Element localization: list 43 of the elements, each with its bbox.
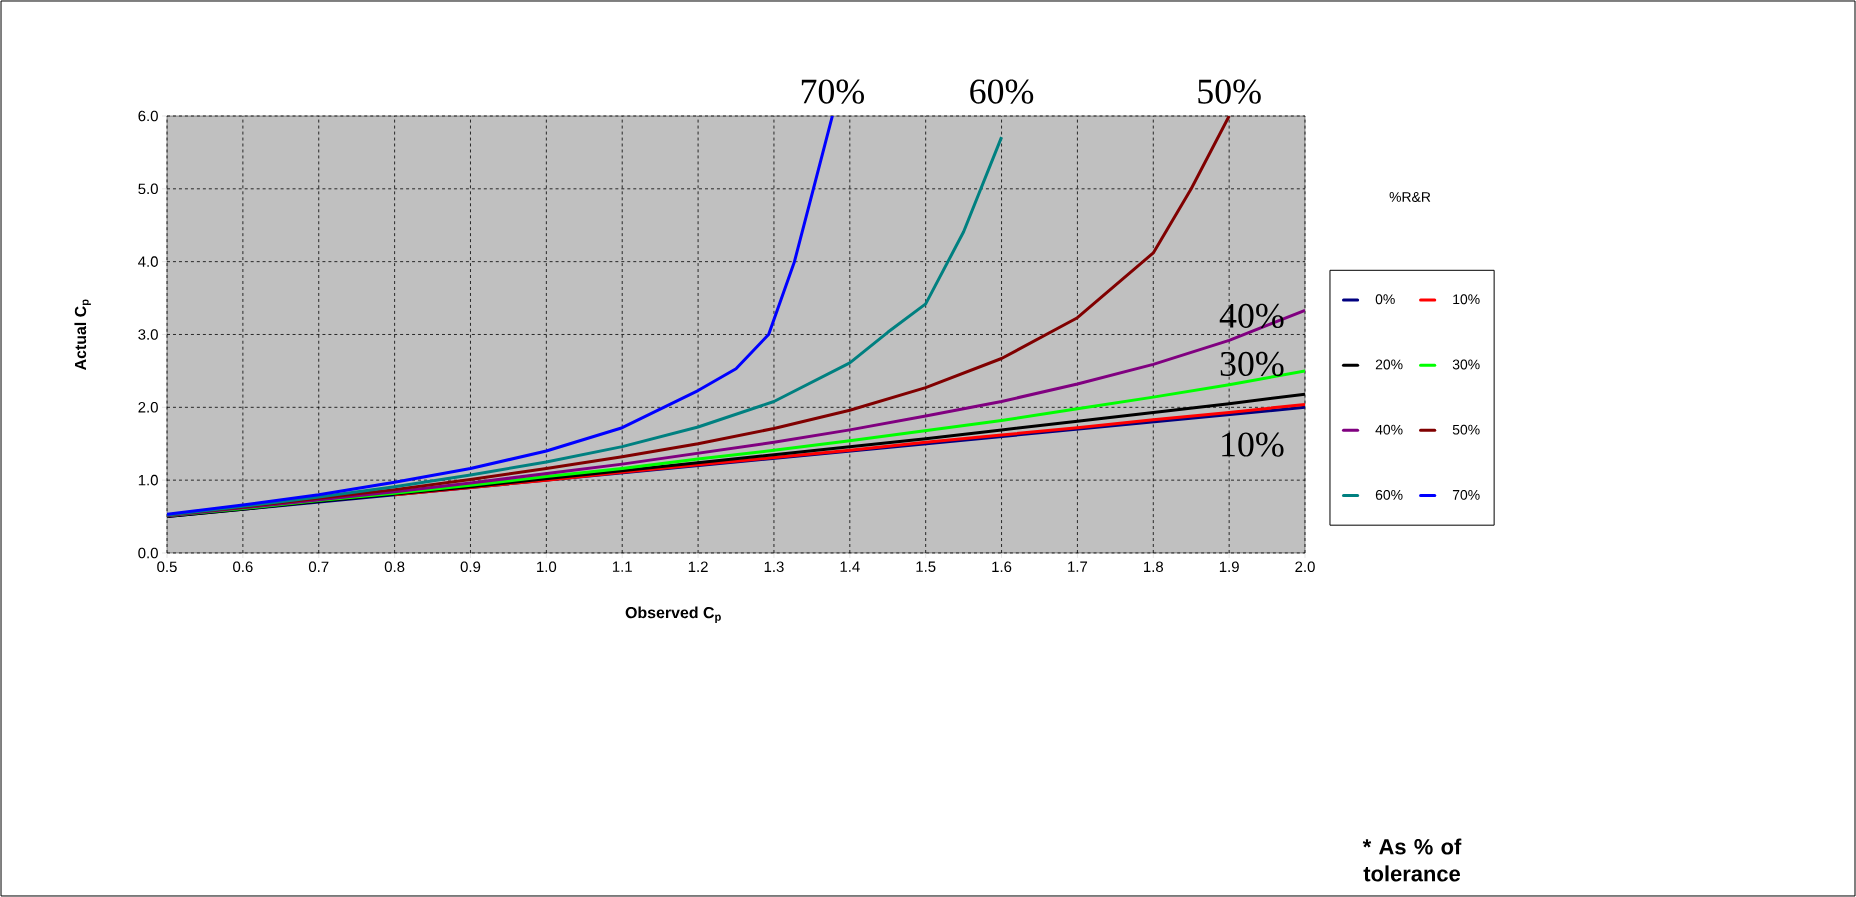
annotation: 30% bbox=[1220, 351, 1284, 377]
x-tick-label: 1.4 bbox=[840, 561, 860, 572]
y-tick-label: 1.0 bbox=[138, 474, 158, 486]
legend-label: 10% bbox=[1453, 294, 1480, 305]
x-tick-label: 1.6 bbox=[992, 561, 1012, 573]
legend-title: %R&R bbox=[1389, 192, 1431, 202]
legend-label: 60% bbox=[1375, 489, 1403, 500]
x-tick-label: 1.8 bbox=[1144, 561, 1164, 573]
x-tick-label: 1.2 bbox=[688, 561, 708, 572]
x-tick-label: 0.6 bbox=[233, 561, 253, 573]
annotation: 70% bbox=[801, 79, 864, 104]
line-series bbox=[167, 135, 1004, 517]
text: * As % of tolerance bbox=[1362, 838, 1462, 882]
x-tick-label: 1.9 bbox=[1219, 561, 1239, 573]
y-tick-label: 5.0 bbox=[138, 183, 158, 195]
annotation: 60% bbox=[970, 79, 1034, 104]
y-tick-label: 3.0 bbox=[138, 329, 158, 340]
line-series bbox=[167, 115, 834, 516]
y-tick-label: 6.0 bbox=[138, 110, 158, 122]
x-tick-label: 2.0 bbox=[1295, 561, 1315, 573]
x-tick-label: 0.5 bbox=[157, 561, 177, 573]
x-tick-label: 1.1 bbox=[612, 561, 632, 572]
x-tick-label: 0.7 bbox=[308, 561, 329, 573]
legend-label: 40% bbox=[1375, 424, 1403, 435]
y-axis-title: Actual C$_{p}$ bbox=[74, 299, 91, 371]
y-tick-label: 2.0 bbox=[138, 402, 158, 413]
x-tick-label: 1.0 bbox=[537, 561, 557, 573]
legend-label: 70% bbox=[1452, 489, 1480, 500]
x-tick-label: 1.7 bbox=[1068, 561, 1088, 572]
x-tick-label: 1.5 bbox=[916, 561, 936, 572]
y-tick-label: 4.0 bbox=[138, 256, 158, 267]
x-tick-label: 0.8 bbox=[384, 561, 405, 573]
legend-label: 0% bbox=[1375, 294, 1395, 305]
x-tick-label: 0.9 bbox=[460, 561, 481, 573]
annotation: 50% bbox=[1198, 79, 1261, 104]
legend-label: 30% bbox=[1452, 359, 1480, 370]
x-axis-title: Observed C$_{p}$ bbox=[625, 606, 721, 623]
legend-label: 50% bbox=[1452, 424, 1480, 435]
annotation: 40% bbox=[1219, 303, 1284, 329]
x-tick-label: 1.3 bbox=[764, 561, 784, 573]
legend-label: 20% bbox=[1375, 359, 1403, 370]
annotation: 10% bbox=[1222, 432, 1284, 457]
y-tick-label: 0.0 bbox=[138, 547, 158, 559]
